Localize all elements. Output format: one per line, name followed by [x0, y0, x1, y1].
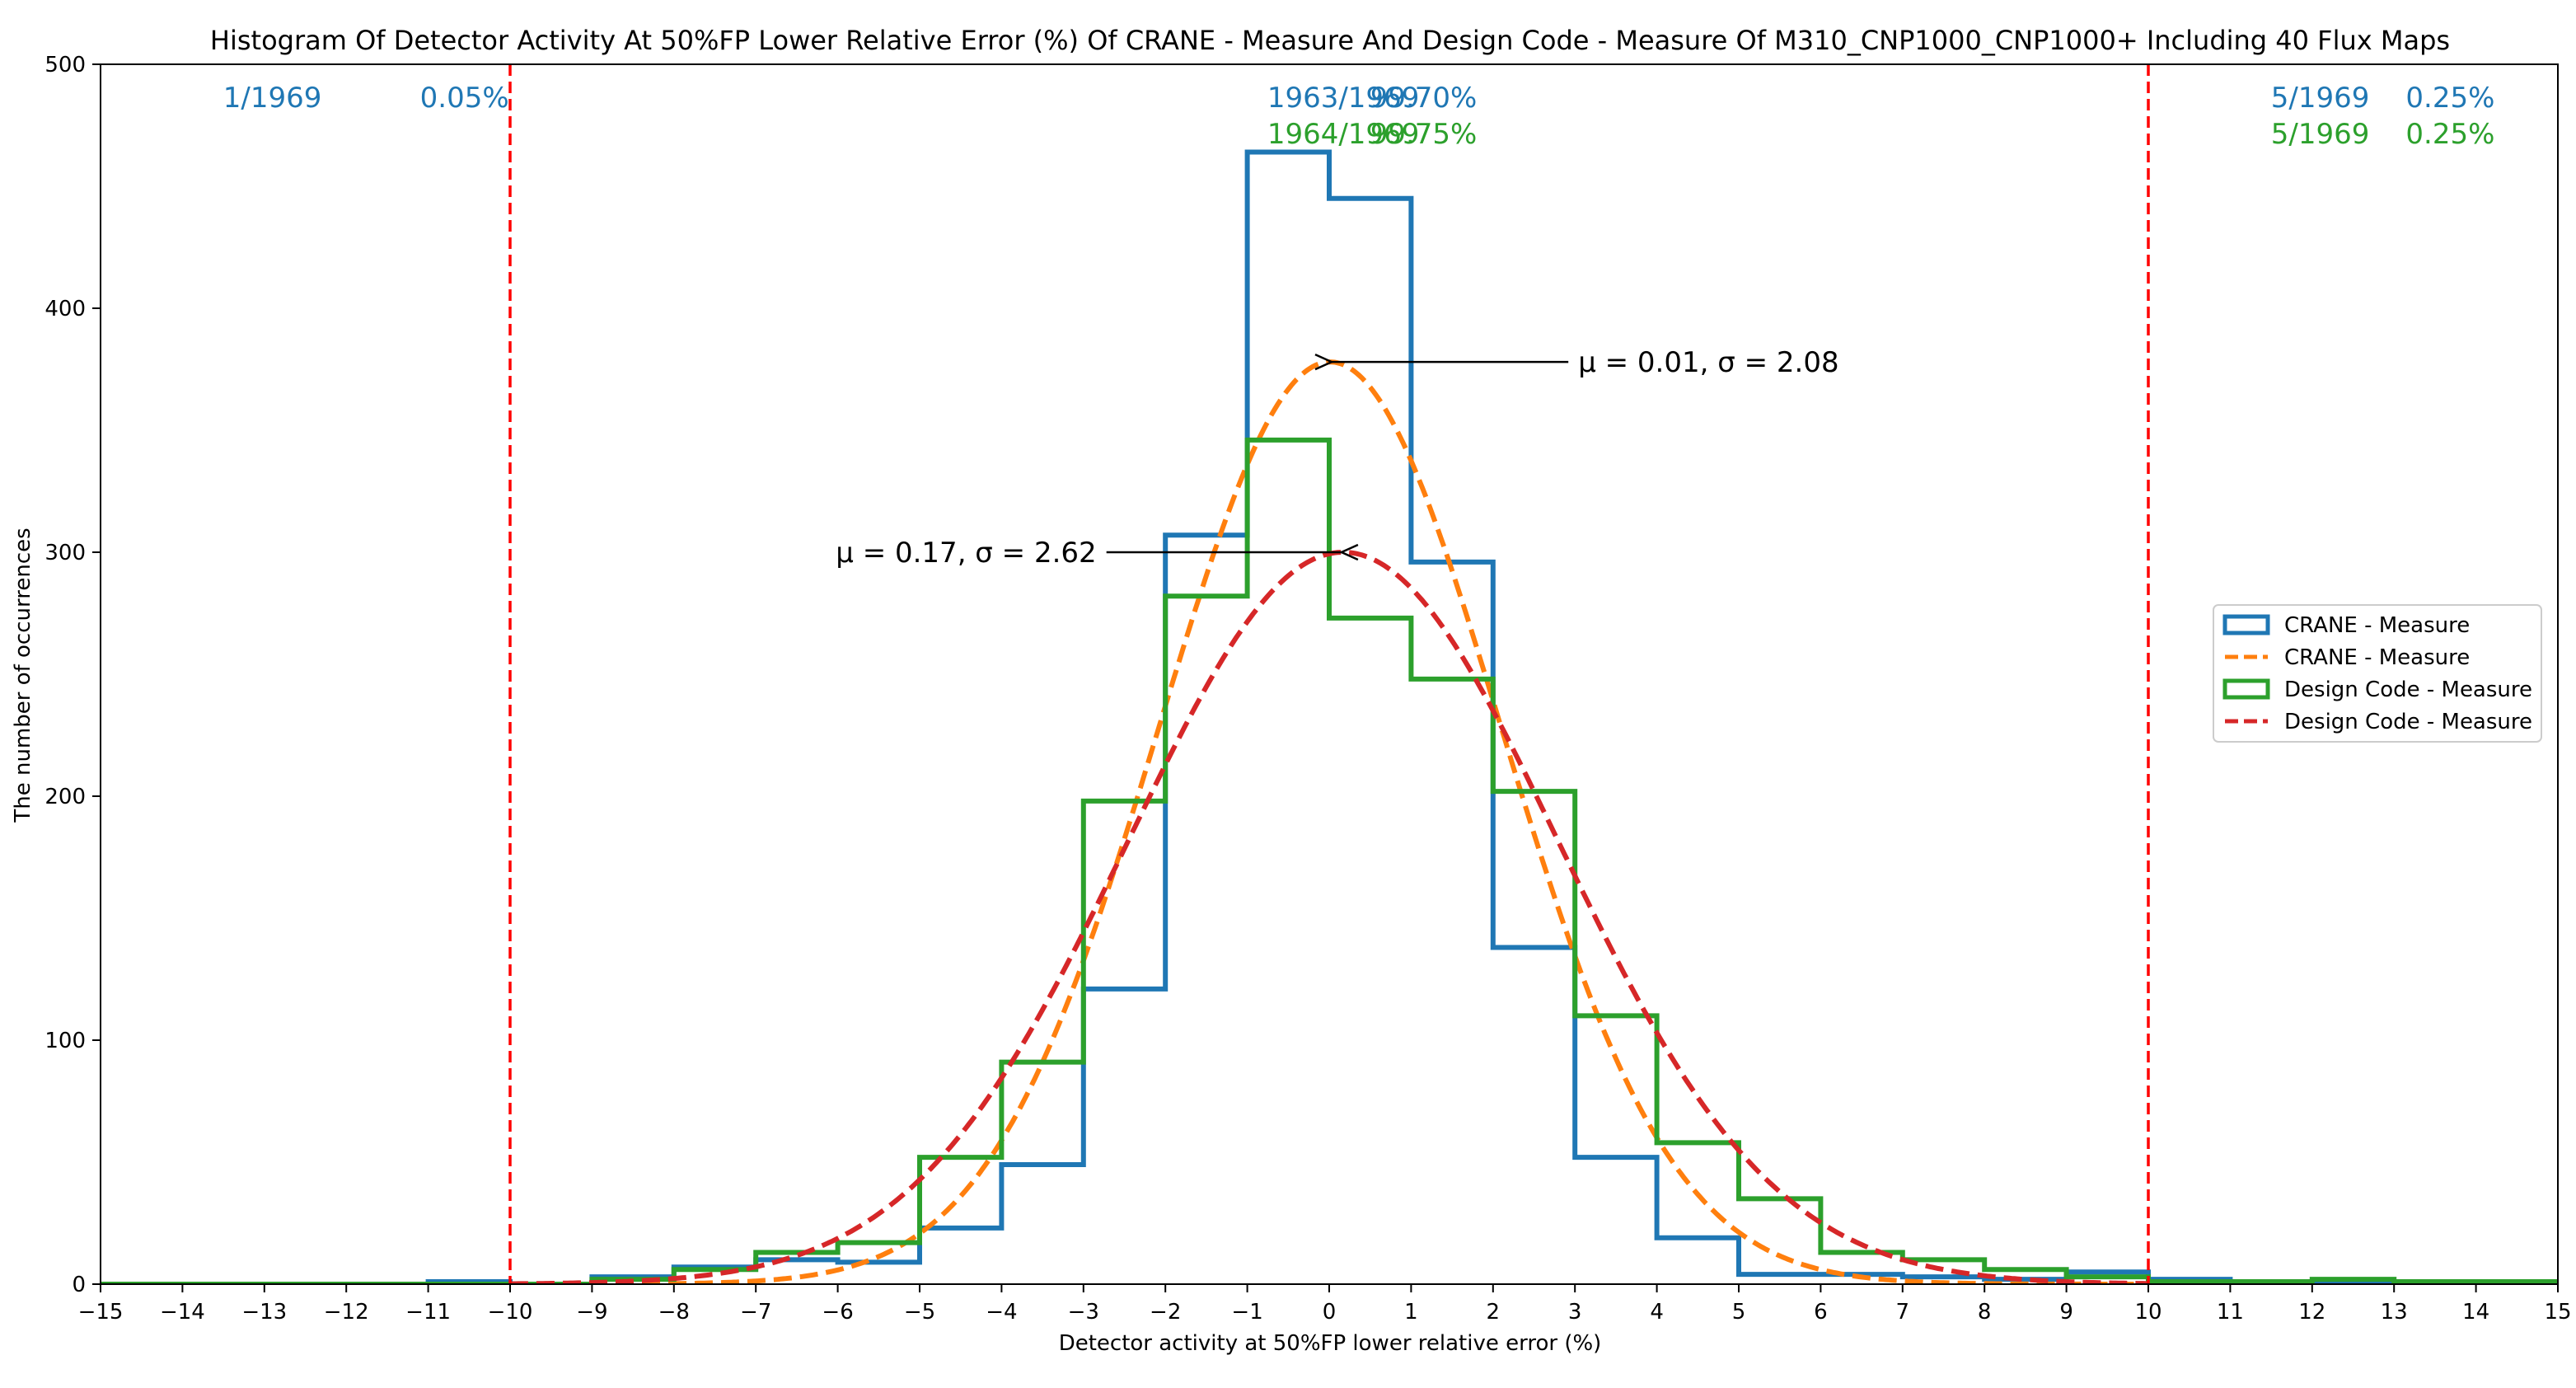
- x-tick-label-13: −2: [1150, 1300, 1181, 1325]
- x-tick-label-1: −14: [160, 1300, 205, 1325]
- region-count-center-2: 1964/1969: [1267, 118, 1420, 151]
- region-percent-right-2: 0.25%: [2405, 118, 2494, 151]
- x-tick-label-3: −12: [324, 1300, 369, 1325]
- region-percent-center-2: 99.75%: [1370, 118, 1478, 151]
- region-count-left-1: 1/1969: [223, 82, 322, 115]
- x-tick-label-26: 11: [2217, 1300, 2244, 1325]
- y-tick-label-4: 400: [44, 297, 86, 321]
- y-tick-label-0: 0: [72, 1273, 86, 1297]
- plot-area: −15 −14 −13 −12 −11 −10 −9 −8 −7 −6 −5 −4 −3 −2 −1 0 1 2 3…: [44, 53, 2571, 1325]
- x-tick-label-7: −8: [658, 1300, 690, 1325]
- annotation-arrowhead-0: [1314, 353, 1335, 371]
- x-axis-label: Detector activity at 50%FP lower relativ…: [1059, 1331, 1602, 1356]
- annotation-label-1: μ = 0.17, σ = 2.62: [836, 537, 1096, 570]
- legend-label-2: Design Code - Measure: [2284, 678, 2532, 702]
- y-tick-label-5: 500: [44, 53, 86, 77]
- legend-box: [2213, 604, 2542, 743]
- x-tick-label-15: 0: [1323, 1300, 1337, 1325]
- x-tick-label-17: 2: [1487, 1300, 1501, 1325]
- x-tick-label-23: 8: [1978, 1300, 1992, 1325]
- x-tick-label-24: 9: [2059, 1300, 2073, 1325]
- legend-label-1: CRANE - Measure: [2284, 645, 2470, 670]
- x-tick-label-11: −4: [986, 1300, 1017, 1325]
- x-tick-label-16: 1: [1404, 1300, 1418, 1325]
- annotation-label-0: μ = 0.01, σ = 2.08: [1578, 346, 1838, 379]
- region-percent-right-1: 0.25%: [2405, 82, 2494, 115]
- legend-label-0: CRANE - Measure: [2284, 613, 2470, 638]
- legend-swatch-box-0: [2222, 614, 2270, 635]
- normal-fit-curve-3: [510, 549, 2148, 1284]
- x-tick-label-28: 13: [2381, 1300, 2408, 1325]
- y-tick-label-1: 100: [44, 1029, 86, 1053]
- y-tick-label-3: 300: [44, 541, 86, 565]
- x-tick-label-2: −13: [241, 1300, 287, 1325]
- x-tick-label-4: −11: [405, 1300, 451, 1325]
- x-tick-label-14: −1: [1231, 1300, 1262, 1325]
- region-count-right-1: 5/1969: [2271, 82, 2370, 115]
- region-count-right-2: 5/1969: [2271, 118, 2370, 151]
- legend-label-3: Design Code - Measure: [2284, 710, 2532, 734]
- x-tick-label-20: 5: [1732, 1300, 1746, 1325]
- region-percent-center-1: 99.70%: [1370, 82, 1478, 115]
- x-tick-label-18: 3: [1568, 1300, 1582, 1325]
- annotation-arrowhead-1: [1338, 543, 1359, 561]
- chart-title: Histogram Of Detector Activity At 50%FP …: [210, 25, 2450, 56]
- x-tick-label-5: −10: [488, 1300, 533, 1325]
- x-tick-label-21: 6: [1814, 1300, 1828, 1325]
- x-tick-label-27: 12: [2298, 1300, 2325, 1325]
- y-axis-label: The number of occurrences: [11, 528, 35, 823]
- x-tick-label-30: 15: [2544, 1300, 2571, 1325]
- x-tick-label-29: 14: [2462, 1300, 2489, 1325]
- legend: CRANE - Measure CRANE - Measure Design Cod…: [2213, 604, 2542, 743]
- x-tick-label-22: 7: [1896, 1300, 1910, 1325]
- x-tick-label-8: −7: [740, 1300, 771, 1325]
- region-count-center-1: 1963/1969: [1267, 82, 1420, 115]
- x-tick-label-25: 10: [2134, 1300, 2161, 1325]
- x-tick-label-10: −5: [904, 1300, 935, 1325]
- x-tick-label-6: −9: [576, 1300, 607, 1325]
- x-tick-label-19: 4: [1650, 1300, 1664, 1325]
- region-percent-left-1: 0.05%: [420, 82, 509, 115]
- y-tick-label-2: 200: [44, 785, 86, 809]
- x-tick-label-9: −6: [822, 1300, 853, 1325]
- x-tick-label-12: −3: [1068, 1300, 1099, 1325]
- x-tick-label-0: −15: [78, 1300, 124, 1325]
- legend-swatch-box-2: [2222, 678, 2270, 700]
